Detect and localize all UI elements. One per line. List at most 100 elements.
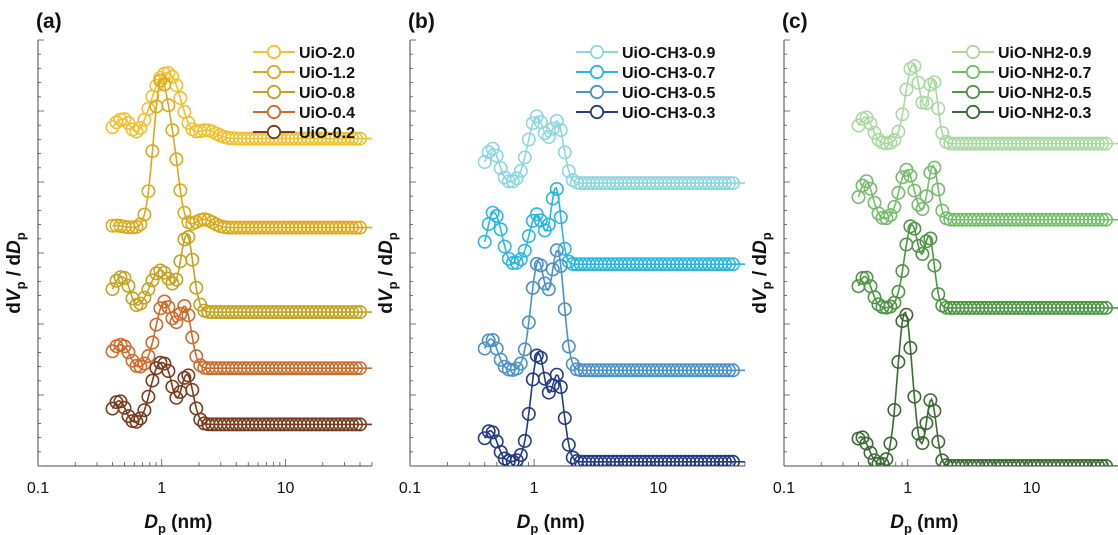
data-point bbox=[1099, 459, 1113, 466]
series-uio-ch3-0.5 bbox=[477, 243, 745, 378]
data-point bbox=[145, 373, 160, 388]
data-point bbox=[137, 403, 152, 418]
legend-marker bbox=[965, 84, 981, 100]
data-point bbox=[485, 425, 500, 440]
series-line bbox=[857, 311, 1118, 466]
panel-c: 0.1 1 10(c)Dp (nm)dVp / dDpUiO-NH2-0.9UiO-… bbox=[750, 10, 1118, 535]
data-point bbox=[165, 123, 180, 138]
data-point bbox=[352, 417, 367, 432]
data-point bbox=[549, 243, 564, 258]
data-point bbox=[505, 255, 520, 270]
data-point bbox=[895, 263, 910, 278]
data-point bbox=[883, 208, 898, 223]
data-point bbox=[859, 436, 874, 451]
data-point bbox=[911, 197, 926, 212]
data-point bbox=[153, 301, 168, 316]
data-point bbox=[141, 348, 156, 363]
data-point bbox=[891, 185, 906, 200]
data-point bbox=[133, 120, 148, 135]
data-point bbox=[133, 217, 148, 232]
data-point bbox=[117, 400, 132, 415]
data-point bbox=[517, 433, 532, 448]
series-uio-0.2 bbox=[105, 355, 372, 432]
data-point bbox=[541, 385, 556, 400]
data-point bbox=[919, 234, 934, 249]
data-point bbox=[1099, 212, 1114, 227]
data-point bbox=[1091, 136, 1106, 151]
data-point bbox=[887, 402, 902, 417]
data-point bbox=[725, 176, 740, 191]
data-point bbox=[517, 150, 532, 165]
data-point bbox=[133, 411, 148, 426]
data-point bbox=[931, 101, 946, 116]
data-point bbox=[923, 231, 938, 246]
data-point bbox=[165, 276, 180, 291]
data-point bbox=[891, 124, 906, 139]
data-point bbox=[875, 457, 890, 466]
data-point bbox=[149, 266, 164, 281]
data-point bbox=[501, 362, 516, 377]
data-point bbox=[173, 183, 188, 198]
plot-area bbox=[105, 66, 372, 432]
data-point bbox=[145, 144, 160, 159]
data-point bbox=[717, 176, 732, 191]
data-point bbox=[145, 273, 160, 288]
data-point bbox=[521, 315, 536, 330]
data-point bbox=[165, 311, 180, 326]
x-axis-label: Dp (nm) bbox=[517, 512, 585, 535]
data-point bbox=[935, 126, 950, 141]
series-uio-nh2-0.3 bbox=[851, 307, 1118, 466]
legend-label: UiO-NH2-0.7 bbox=[998, 65, 1091, 82]
data-point bbox=[141, 282, 156, 297]
legend-marker bbox=[965, 44, 981, 60]
legend-label: UiO-CH3-0.5 bbox=[622, 85, 715, 102]
data-point bbox=[513, 356, 528, 371]
plot-area bbox=[477, 109, 745, 466]
data-point bbox=[493, 352, 508, 367]
data-point bbox=[137, 290, 152, 305]
data-point bbox=[173, 91, 188, 106]
data-point bbox=[169, 272, 184, 287]
data-point bbox=[541, 130, 556, 145]
data-point bbox=[521, 406, 536, 421]
panel-a: 0.1 1 10(a)Dp (nm)dVp / dDpUiO-2.0UiO-1.2U… bbox=[4, 10, 373, 535]
data-point bbox=[141, 101, 156, 116]
series-line bbox=[483, 186, 745, 265]
data-point bbox=[189, 280, 204, 295]
legend-label: UiO-CH3-0.3 bbox=[622, 105, 715, 122]
data-point bbox=[485, 141, 500, 156]
legend-marker bbox=[589, 84, 605, 100]
data-point bbox=[352, 220, 367, 235]
data-point bbox=[497, 239, 512, 254]
data-point bbox=[895, 170, 910, 185]
data-point bbox=[121, 345, 136, 360]
data-point bbox=[907, 59, 922, 74]
data-point bbox=[722, 454, 736, 466]
data-point bbox=[557, 302, 572, 317]
data-point bbox=[863, 181, 878, 196]
x-tick-label: 1 bbox=[903, 480, 912, 497]
data-point bbox=[344, 131, 359, 146]
data-point bbox=[907, 183, 922, 198]
legend-label: UiO-0.8 bbox=[299, 85, 355, 102]
data-point bbox=[1091, 300, 1106, 315]
data-point bbox=[887, 133, 902, 148]
data-point bbox=[181, 368, 196, 383]
data-point bbox=[561, 437, 576, 452]
data-point bbox=[481, 333, 496, 348]
data-point bbox=[525, 280, 540, 295]
data-point bbox=[109, 273, 124, 288]
data-point bbox=[117, 112, 132, 127]
series-uio-2.0 bbox=[105, 66, 372, 146]
data-point bbox=[521, 229, 536, 244]
data-point bbox=[509, 255, 524, 270]
data-point bbox=[509, 171, 524, 186]
data-point bbox=[557, 241, 572, 256]
data-point bbox=[181, 230, 196, 245]
y-axis-label: dVp / dDp bbox=[376, 232, 400, 313]
legend-label: UiO-NH2-0.3 bbox=[998, 105, 1091, 122]
data-point bbox=[157, 77, 172, 92]
data-point bbox=[185, 382, 200, 397]
x-tick-label: 0.1 bbox=[399, 480, 421, 497]
